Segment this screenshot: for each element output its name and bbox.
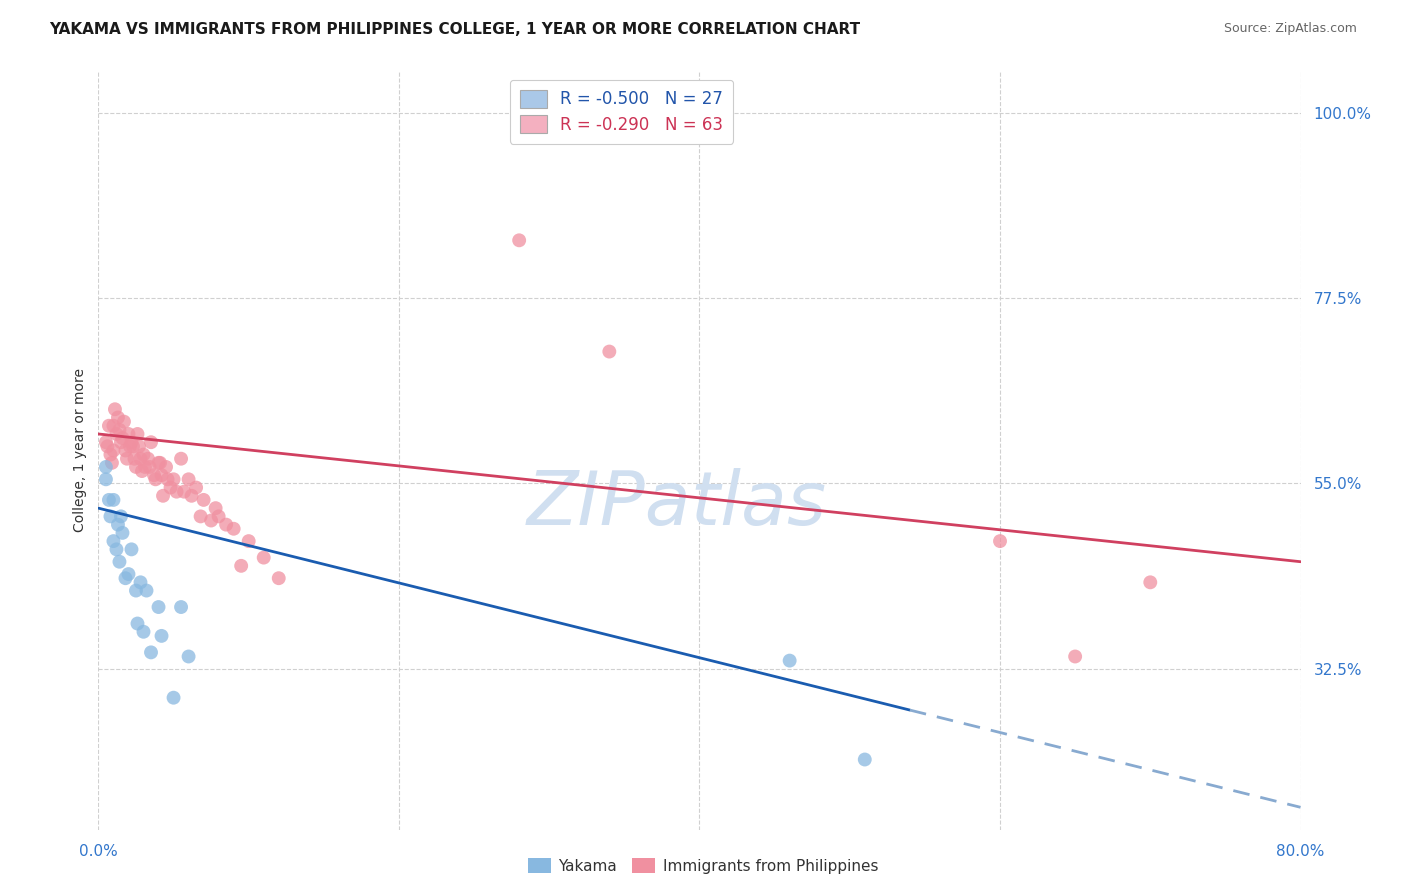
Point xyxy=(118,439,141,453)
Point xyxy=(853,752,876,766)
Point xyxy=(105,542,128,557)
Point xyxy=(177,472,200,486)
Point xyxy=(107,410,129,425)
Point xyxy=(121,542,143,557)
Point xyxy=(111,525,134,540)
Text: 0.0%: 0.0% xyxy=(79,845,118,859)
Point xyxy=(988,534,1011,549)
Point xyxy=(180,489,202,503)
Point xyxy=(779,654,801,668)
Point xyxy=(152,489,174,503)
Point xyxy=(103,443,125,458)
Point xyxy=(108,555,131,569)
Point xyxy=(231,558,253,573)
Point xyxy=(97,492,120,507)
Point xyxy=(103,418,125,433)
Point xyxy=(117,427,139,442)
Point xyxy=(114,443,136,458)
Point xyxy=(100,448,122,462)
Point xyxy=(170,451,193,466)
Point xyxy=(162,690,184,705)
Point xyxy=(156,472,179,486)
Point xyxy=(111,431,134,445)
Point xyxy=(117,567,139,582)
Legend: R = -0.500   N = 27, R = -0.290   N = 63: R = -0.500 N = 27, R = -0.290 N = 63 xyxy=(510,79,733,144)
Point xyxy=(253,550,276,565)
Point xyxy=(124,451,146,466)
Point xyxy=(143,468,166,483)
Point xyxy=(150,468,173,483)
Point xyxy=(204,501,226,516)
Point xyxy=(173,484,195,499)
Y-axis label: College, 1 year or more: College, 1 year or more xyxy=(73,368,87,533)
Point xyxy=(166,484,188,499)
Text: Source: ZipAtlas.com: Source: ZipAtlas.com xyxy=(1223,22,1357,36)
Point xyxy=(184,481,207,495)
Point xyxy=(134,459,156,474)
Point xyxy=(104,402,127,417)
Point xyxy=(131,464,153,478)
Point xyxy=(139,645,162,659)
Point xyxy=(127,616,149,631)
Point xyxy=(238,534,260,549)
Point xyxy=(267,571,290,585)
Text: 80.0%: 80.0% xyxy=(1277,845,1324,859)
Point xyxy=(125,583,148,598)
Point xyxy=(94,435,117,450)
Point xyxy=(132,624,155,639)
Text: YAKAMA VS IMMIGRANTS FROM PHILIPPINES COLLEGE, 1 YEAR OR MORE CORRELATION CHART: YAKAMA VS IMMIGRANTS FROM PHILIPPINES CO… xyxy=(49,22,860,37)
Point xyxy=(132,448,155,462)
Point xyxy=(121,435,143,450)
Point xyxy=(135,583,157,598)
Point xyxy=(215,517,238,532)
Point xyxy=(598,344,620,359)
Point xyxy=(148,600,170,615)
Point xyxy=(128,439,150,453)
Point xyxy=(200,514,222,528)
Point xyxy=(96,439,118,453)
Point xyxy=(108,423,131,437)
Point xyxy=(1139,575,1161,590)
Point xyxy=(97,418,120,433)
Point xyxy=(101,456,124,470)
Point xyxy=(149,456,172,470)
Point xyxy=(508,233,530,247)
Point xyxy=(1064,649,1087,664)
Point xyxy=(115,451,138,466)
Point xyxy=(208,509,231,524)
Point xyxy=(103,492,125,507)
Point xyxy=(129,575,152,590)
Point xyxy=(127,427,149,442)
Point xyxy=(139,435,162,450)
Legend: Yakama, Immigrants from Philippines: Yakama, Immigrants from Philippines xyxy=(522,852,884,880)
Point xyxy=(107,517,129,532)
Point xyxy=(155,459,177,474)
Point xyxy=(138,459,160,474)
Point xyxy=(125,459,148,474)
Point xyxy=(222,522,245,536)
Point xyxy=(122,439,145,453)
Point xyxy=(112,415,135,429)
Text: ZIPatlas: ZIPatlas xyxy=(527,468,827,540)
Point xyxy=(114,571,136,585)
Point xyxy=(100,509,122,524)
Point xyxy=(162,472,184,486)
Point xyxy=(148,456,170,470)
Point xyxy=(193,492,215,507)
Point xyxy=(136,451,159,466)
Point xyxy=(110,509,132,524)
Point xyxy=(129,451,152,466)
Point xyxy=(105,427,128,442)
Point xyxy=(190,509,212,524)
Point xyxy=(177,649,200,664)
Point xyxy=(110,435,132,450)
Point xyxy=(94,472,117,486)
Point xyxy=(159,481,181,495)
Point xyxy=(150,629,173,643)
Point xyxy=(94,459,117,474)
Point xyxy=(170,600,193,615)
Point xyxy=(145,472,167,486)
Point xyxy=(103,534,125,549)
